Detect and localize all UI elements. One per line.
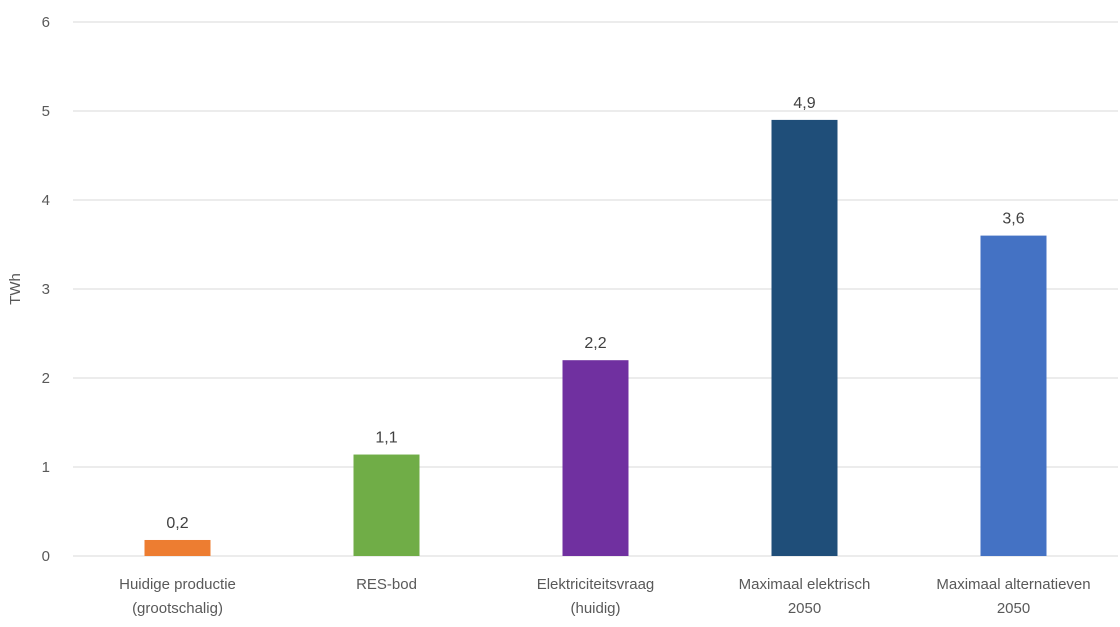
x-category-label: 2050 [997,600,1030,617]
data-label: 2,2 [584,335,606,352]
y-tick-label: 1 [42,459,50,476]
data-label: 0,2 [166,515,188,532]
y-tick-label: 4 [42,192,50,209]
data-labels: 0,2 1,1 2,2 4,9 3,6 [166,95,1024,532]
y-tick-label: 5 [42,103,50,120]
x-category-label: (huidig) [570,600,620,617]
x-category-label: RES-bod [356,576,417,593]
y-tick-label: 3 [42,281,50,298]
x-category-label: Maximaal elektrisch [739,576,871,593]
bars [144,119,1047,557]
y-tick-label: 0 [42,548,50,565]
bar [353,454,420,556]
x-category-label: (grootschalig) [132,600,223,617]
y-tick-label: 2 [42,370,50,387]
bar [980,235,1047,556]
bar [562,360,629,556]
x-category-label: Huidige productie [119,576,236,593]
bar [771,119,838,557]
x-axis-categories: Huidige productie (grootschalig) RES-bod El… [119,576,1091,617]
x-category-label: 2050 [788,600,821,617]
data-label: 4,9 [793,95,815,112]
x-category-label: Maximaal alternatieven [936,576,1090,593]
x-category-label: Elektriciteitsvraag [537,576,655,593]
y-axis-ticks: 0 1 2 3 4 5 6 [42,14,50,565]
y-axis-title: TWh [7,273,24,305]
bar [144,539,211,556]
data-label: 3,6 [1002,211,1024,228]
data-label: 1,1 [375,430,397,447]
y-tick-label: 6 [42,14,50,31]
